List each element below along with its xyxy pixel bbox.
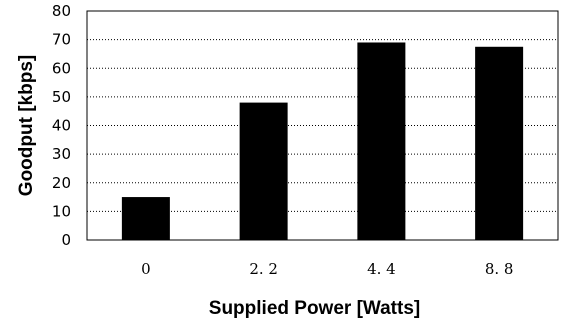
- x-tick-label: 0: [141, 260, 151, 278]
- y-tick-label: 60: [52, 59, 71, 77]
- y-axis-label: Goodput [kbps]: [16, 55, 37, 196]
- y-tick-label: 0: [61, 231, 71, 249]
- bar: [239, 102, 288, 240]
- x-axis-ticks: 0 2. 2 4. 4 8. 8: [141, 260, 513, 278]
- y-axis-ticks: 0 10 20 30 40 50 60 70 80: [52, 2, 71, 249]
- bars: [121, 42, 524, 240]
- y-tick-label: 70: [52, 31, 71, 49]
- y-tick-label: 40: [52, 117, 71, 135]
- y-tick-label: 30: [52, 145, 71, 163]
- y-tick-label: 80: [52, 2, 71, 20]
- y-tick-label: 20: [52, 174, 71, 192]
- x-axis-label: Supplied Power [Watts]: [209, 298, 420, 319]
- bar: [357, 42, 406, 240]
- x-tick-label: 2. 2: [249, 260, 278, 278]
- bar: [121, 197, 170, 240]
- y-tick-label: 50: [52, 88, 71, 106]
- y-tick-label: 10: [52, 202, 71, 220]
- x-tick-label: 8. 8: [485, 260, 514, 278]
- plot-frame: [86, 10, 559, 241]
- x-tick-label: 4. 4: [367, 260, 396, 278]
- bar: [475, 46, 524, 240]
